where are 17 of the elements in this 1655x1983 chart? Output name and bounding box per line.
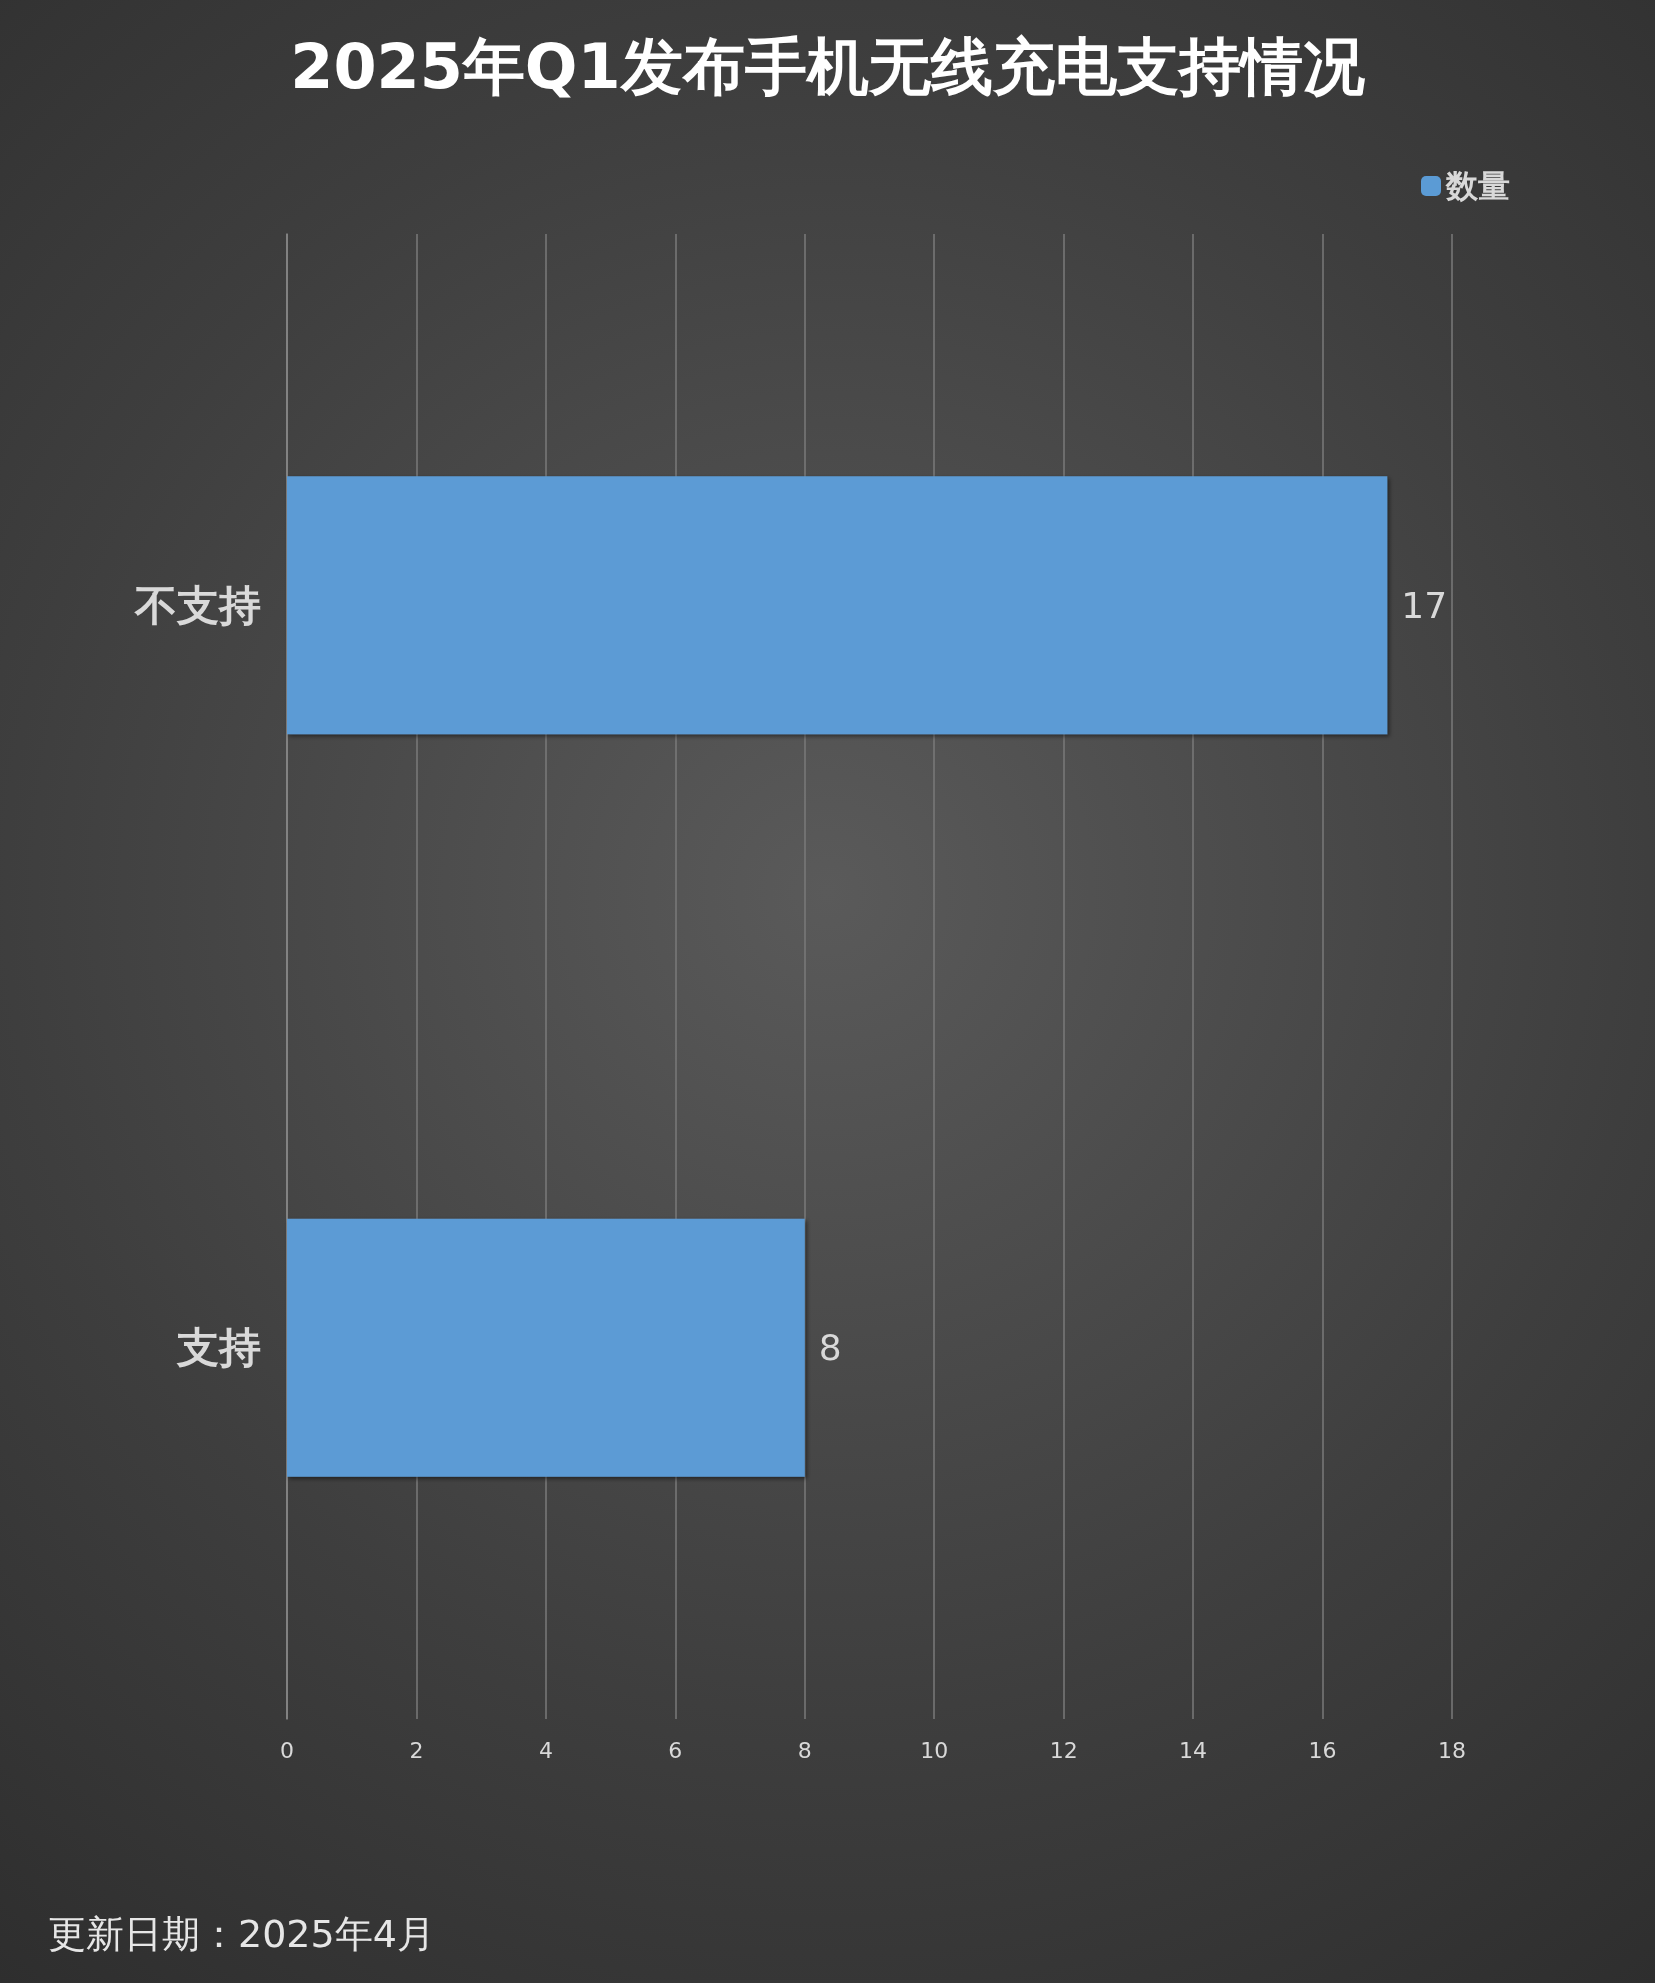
x-tick-label: 4	[538, 1737, 553, 1763]
y-tick-label: 不支持	[134, 580, 261, 630]
x-tick-label: 16	[1308, 1737, 1337, 1763]
x-tick-label: 14	[1179, 1737, 1208, 1763]
y-tick-label: 支持	[176, 1323, 261, 1373]
x-tick-label: 8	[797, 1737, 812, 1763]
legend-label: 数量	[1445, 167, 1510, 205]
x-tick-label: 2	[409, 1737, 424, 1763]
data-label: 8	[818, 1327, 842, 1369]
text: 更新日期：2025年4月	[48, 1912, 435, 1956]
x-tick-label: 0	[280, 1737, 294, 1763]
x-tick-label: 12	[1049, 1737, 1078, 1763]
chart-title: 2025年Q1发布手机无线充电支持情况	[290, 29, 1365, 103]
x-tick-label: 6	[668, 1737, 683, 1763]
x-tick-label: 18	[1438, 1737, 1466, 1763]
x-tick-label: 10	[920, 1737, 949, 1763]
data-label: 17	[1401, 584, 1448, 626]
